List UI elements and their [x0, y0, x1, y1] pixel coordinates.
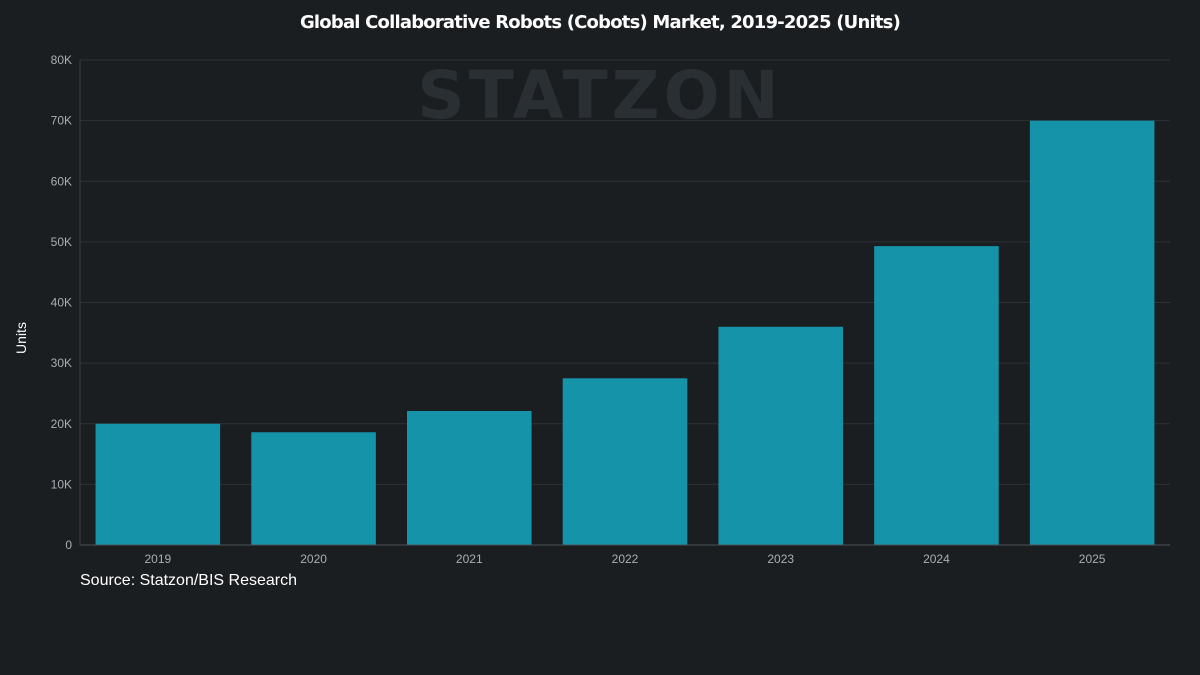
x-tick-label: 2022 [612, 552, 639, 566]
y-axis-title: Units [13, 322, 29, 354]
axes [79, 60, 1170, 546]
y-tick-label: 10K [51, 477, 72, 491]
x-tick-label: 2023 [767, 552, 794, 566]
bar-2023 [718, 326, 843, 545]
x-tick-labels: 2019 2020 2021 2022 2023 2024 2025 [145, 552, 1106, 566]
y-tick-label: 40K [51, 296, 72, 310]
bar-2021 [407, 411, 532, 545]
x-tick-label: 2024 [923, 552, 950, 566]
y-tick-labels: 0 10K 20K 30K 40K 50K 60K 70K 80K [51, 53, 73, 552]
y-tick-label: 20K [51, 417, 72, 431]
x-tick-label: 2021 [456, 552, 483, 566]
statzon-watermark: STATZON [417, 57, 783, 134]
bar-2025 [1029, 120, 1155, 545]
bar-2020 [251, 432, 376, 545]
y-tick-label: 60K [51, 174, 72, 188]
y-tick-label: 50K [51, 235, 72, 249]
bar-2019 [95, 423, 221, 545]
bar-2024 [874, 246, 999, 545]
x-tick-label: 2019 [145, 552, 172, 566]
source-note: Source: Statzon/BIS Research [80, 572, 297, 589]
x-tick-label: 2020 [300, 552, 327, 566]
x-tick-label: 2025 [1079, 552, 1106, 566]
y-tick-label: 30K [51, 356, 72, 370]
y-tick-label: 80K [51, 53, 72, 67]
y-tick-label: 0 [65, 538, 72, 552]
bars [95, 120, 1155, 545]
chart-title: Global Collaborative Robots (Cobots) Mar… [299, 12, 901, 33]
bar-2022 [562, 378, 688, 545]
y-tick-label: 70K [51, 114, 72, 128]
